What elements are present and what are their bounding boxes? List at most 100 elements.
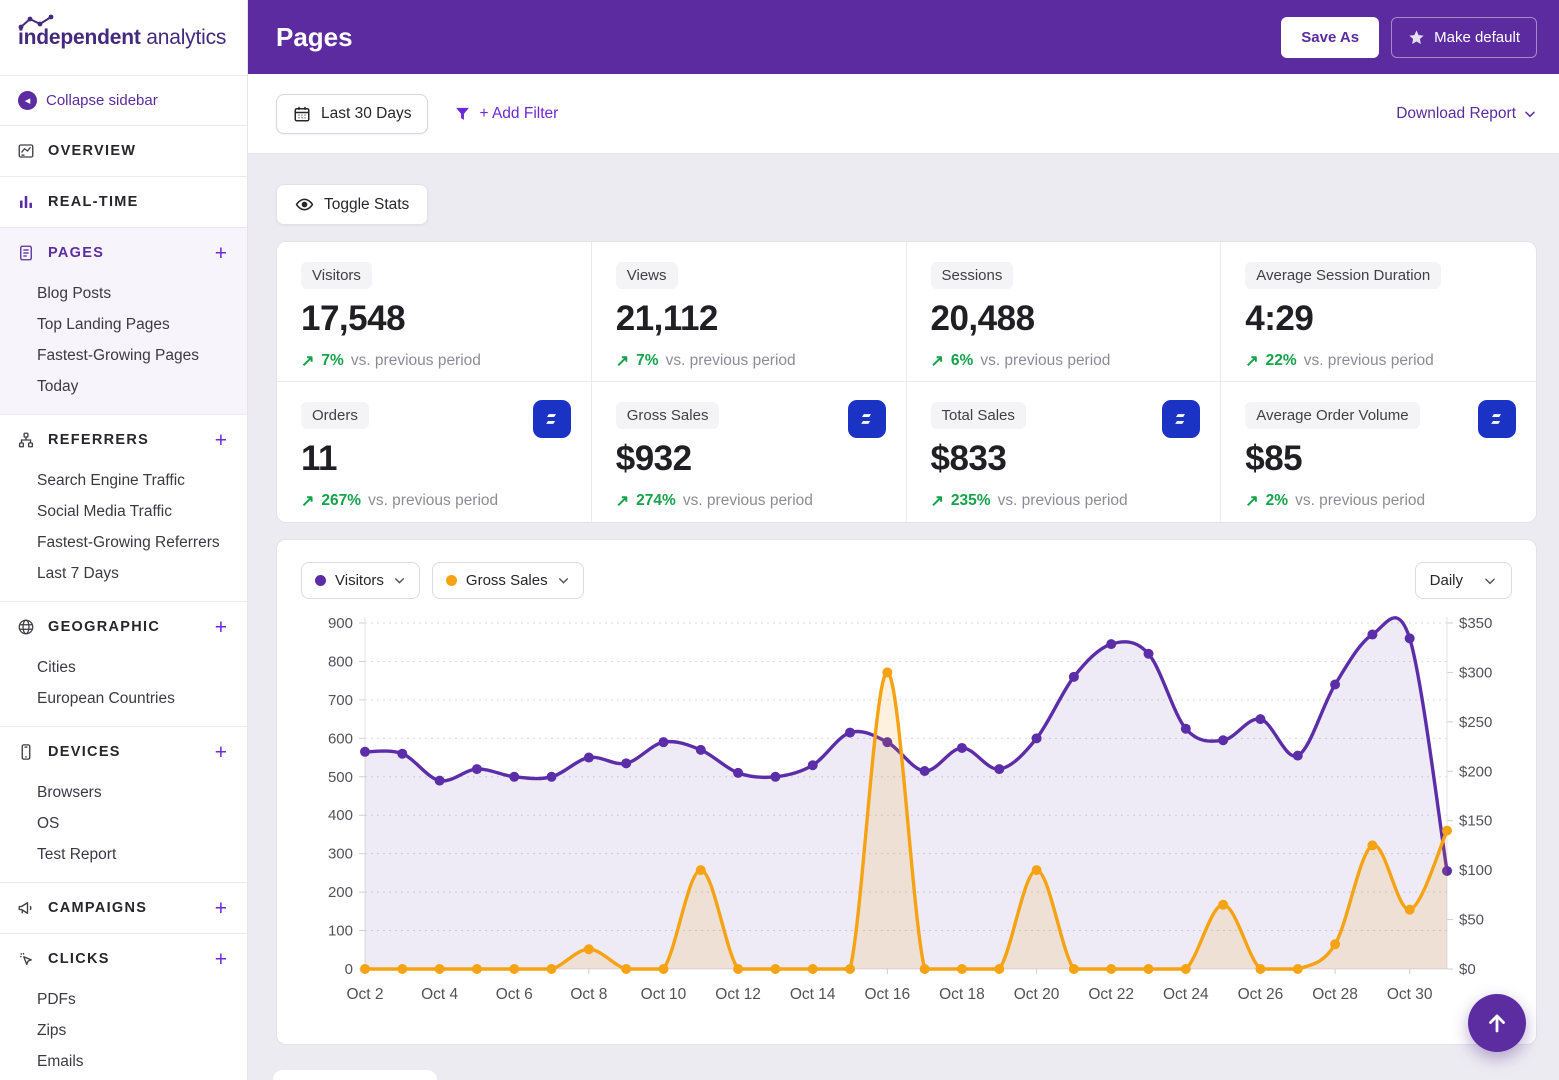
content: Toggle Stats Visitors 17,548 ↗ 7% vs. previo… [248, 154, 1559, 1080]
next-section-partial-card[interactable] [273, 1070, 437, 1080]
sidebar-item-campaigns[interactable]: CAMPAIGNS + [0, 883, 247, 933]
scroll-to-top-button[interactable] [1468, 994, 1526, 1052]
svg-text:$150: $150 [1459, 813, 1492, 830]
chevron-down-icon [1485, 578, 1495, 584]
stat-trend: ↗ 274% vs. previous period [616, 491, 882, 511]
sidebar-item-today[interactable]: Today [37, 377, 79, 395]
logo-text: independent analytics [18, 25, 227, 49]
trend-suffix: vs. previous period [368, 492, 499, 509]
page-header: Pages Save As Make default [248, 0, 1559, 75]
sidebar-item-search-engine-traffic[interactable]: Search Engine Traffic [37, 471, 185, 489]
add-report-plus-icon[interactable]: + [214, 740, 227, 764]
svg-text:200: 200 [328, 884, 353, 901]
sidebar-item-fastest-growing-referrers[interactable]: Fastest-Growing Referrers [37, 533, 220, 551]
add-report-plus-icon[interactable]: + [214, 896, 227, 920]
svg-text:Oct 24: Oct 24 [1163, 986, 1209, 1003]
stat-label: Total Sales [930, 402, 1026, 429]
trend-percent: 6% [950, 352, 974, 369]
sidebar-section-real-time: REAL-TIME [0, 177, 247, 228]
surecart-icon [847, 400, 886, 438]
sidebar-item-european-countries[interactable]: European Countries [37, 689, 175, 707]
svg-text:700: 700 [328, 692, 353, 709]
stat-trend: ↗ 7% vs. previous period [616, 351, 882, 371]
sidebar-section-label: OVERVIEW [48, 143, 137, 159]
sidebar-section-label: CLICKS [48, 951, 110, 967]
trend-up-arrow-icon: ↗ [615, 493, 630, 510]
date-range-button[interactable]: Last 30 Days [276, 93, 429, 134]
trend-suffix: vs. previous period [682, 492, 813, 509]
sidebar-item-top-landing-pages[interactable]: Top Landing Pages [37, 315, 170, 333]
sidebar-section-label: REAL-TIME [48, 194, 139, 210]
trend-up-arrow-icon: ↗ [930, 353, 944, 370]
sidebar-item-emails[interactable]: Emails [37, 1052, 84, 1070]
stat-value: $932 [615, 439, 692, 478]
series-picker-visitors[interactable]: Visitors [301, 562, 420, 599]
chevron-down-icon [1525, 111, 1535, 117]
trend-suffix: vs. previous period [665, 352, 796, 369]
sidebar-item-os[interactable]: OS [37, 814, 60, 832]
sidebar-section-label: GEOGRAPHIC [48, 619, 161, 635]
svg-text:Oct 26: Oct 26 [1238, 986, 1284, 1003]
svg-text:Oct 8: Oct 8 [570, 986, 607, 1003]
sidebar-item-fastest-growing-pages[interactable]: Fastest-Growing Pages [37, 346, 199, 364]
sidebar-item-pdfs[interactable]: PDFs [37, 990, 76, 1008]
collapse-sidebar-button[interactable]: ◂ Collapse sidebar [0, 76, 247, 126]
svg-text:Oct 12: Oct 12 [715, 986, 761, 1003]
sidebar-section-devices: DEVICES + Browsers OS Test Report [0, 727, 247, 883]
trend-up-arrow-icon: ↗ [1245, 353, 1259, 370]
save-as-button[interactable]: Save As [1281, 16, 1380, 58]
svg-text:Oct 10: Oct 10 [641, 986, 687, 1003]
make-default-button[interactable]: Make default [1391, 16, 1537, 58]
download-report-button[interactable]: Download Report [1396, 105, 1537, 123]
sidebar-item-referrers[interactable]: REFERRERS + [0, 415, 247, 465]
visitors-dot-icon [315, 575, 326, 586]
sidebar-item-devices[interactable]: DEVICES + [0, 727, 247, 777]
sidebar-item-social-media-traffic[interactable]: Social Media Traffic [37, 502, 172, 520]
svg-text:$250: $250 [1459, 714, 1492, 731]
svg-text:500: 500 [328, 769, 353, 786]
stat-label: Average Order Volume [1245, 402, 1420, 429]
toggle-stats-button[interactable]: Toggle Stats [276, 184, 429, 225]
sidebar-item-pages[interactable]: PAGES + [0, 228, 247, 278]
trend-suffix: vs. previous period [350, 352, 481, 369]
date-range-label: Last 30 Days [321, 104, 412, 122]
stat-trend: ↗ 2% vs. previous period [1245, 491, 1512, 511]
interval-select[interactable]: Daily [1414, 562, 1512, 599]
add-filter-button[interactable]: + Add Filter [454, 105, 558, 123]
stat-label: Visitors [301, 262, 372, 289]
add-report-plus-icon[interactable]: + [214, 947, 227, 971]
sidebar-item-zips[interactable]: Zips [37, 1021, 67, 1039]
chart-svg: 0 100 200 300 400 500 600 700 800 900 $0 $50 $100 $15… [328, 615, 1492, 1003]
add-report-plus-icon[interactable]: + [214, 615, 227, 639]
sidebar-item-real-time[interactable]: REAL-TIME [0, 177, 247, 227]
sidebar-section-label: PAGES [48, 245, 105, 261]
sidebar-section-label: REFERRERS [48, 432, 150, 448]
pages-icon [16, 243, 36, 263]
sidebar-item-clicks[interactable]: CLICKS + [0, 934, 247, 984]
sidebar-item-last-7-days[interactable]: Last 7 Days [37, 564, 119, 582]
trend-up-arrow-icon: ↗ [301, 353, 315, 370]
sidebar-item-cities[interactable]: Cities [37, 658, 76, 676]
sidebar-item-geographic[interactable]: GEOGRAPHIC + [0, 602, 247, 652]
svg-text:$350: $350 [1459, 615, 1492, 632]
collapse-arrow-icon: ◂ [18, 91, 37, 110]
chart-card: Visitors Gross Sales Daily 0 100 200 300 400… [276, 539, 1537, 1045]
stat-card-average-session-duration: Average Session Duration 4:29 ↗ 22% vs. prev… [1221, 242, 1536, 382]
stat-value: 17,548 [301, 299, 406, 338]
svg-text:Oct 20: Oct 20 [1014, 986, 1060, 1003]
sidebar-item-blog-posts[interactable]: Blog Posts [37, 284, 112, 302]
add-report-plus-icon[interactable]: + [214, 428, 227, 452]
sidebar-item-test-report[interactable]: Test Report [37, 845, 117, 863]
sidebar-item-browsers[interactable]: Browsers [37, 783, 102, 801]
stat-card-orders: Orders 11 ↗ 267% vs. previous period [277, 382, 592, 522]
svg-text:Oct 16: Oct 16 [865, 986, 911, 1003]
sidebar-item-overview[interactable]: OVERVIEW [0, 126, 247, 176]
sidebar-nav: OVERVIEW REAL-TIME PAGES + Blog Posts Top Lan… [0, 126, 247, 1080]
trend-suffix: vs. previous period [1295, 492, 1426, 509]
svg-text:$200: $200 [1459, 763, 1492, 780]
surecart-icon [1478, 400, 1516, 438]
trend-percent: 274% [636, 492, 676, 509]
arrow-up-icon [1489, 1014, 1505, 1033]
add-report-plus-icon[interactable]: + [214, 241, 227, 265]
series-picker-gross-sales[interactable]: Gross Sales [431, 562, 584, 599]
